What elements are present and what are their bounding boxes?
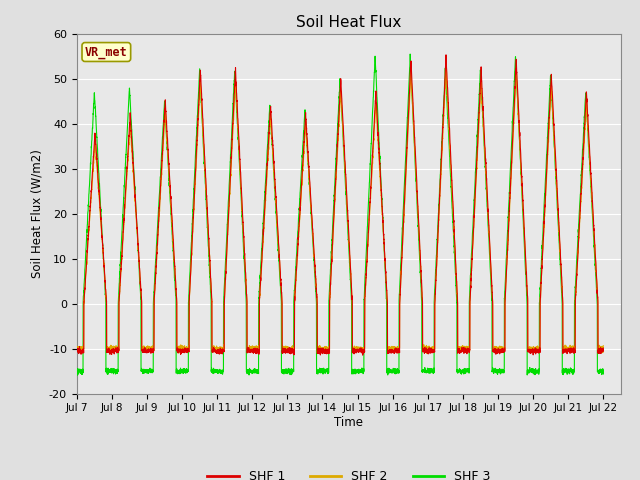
Title: Soil Heat Flux: Soil Heat Flux — [296, 15, 401, 30]
X-axis label: Time: Time — [334, 416, 364, 429]
Y-axis label: Soil Heat Flux (W/m2): Soil Heat Flux (W/m2) — [30, 149, 44, 278]
Legend: SHF 1, SHF 2, SHF 3: SHF 1, SHF 2, SHF 3 — [202, 465, 495, 480]
Text: VR_met: VR_met — [85, 46, 128, 59]
